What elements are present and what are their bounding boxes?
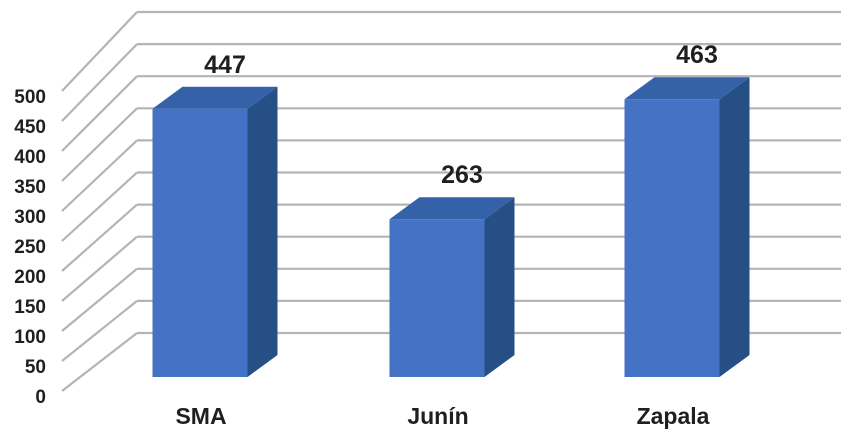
y-tick-label: 350 [14, 177, 46, 198]
y-tick-label: 300 [14, 207, 46, 228]
gridline-side [61, 43, 138, 122]
gridline-side [61, 11, 138, 92]
y-tick-label: 200 [14, 267, 46, 288]
gridline-side [61, 300, 138, 362]
bar-side [247, 86, 278, 378]
data-label: 263 [441, 161, 483, 189]
gridline-side [61, 235, 138, 302]
y-tick-label: 250 [14, 237, 46, 258]
gridline-side [61, 139, 138, 212]
category-label: Zapala [637, 403, 710, 429]
category-label: SMA [175, 403, 226, 429]
gridline-side [61, 267, 138, 332]
data-label: 447 [204, 51, 246, 79]
y-tick-label: 450 [14, 117, 46, 138]
bar [389, 197, 515, 377]
bar [624, 77, 750, 377]
gridline-side [61, 332, 138, 392]
bar-side [484, 197, 515, 377]
y-tick-label: 100 [14, 327, 46, 348]
category-label: Junín [407, 403, 468, 429]
bar-top [389, 197, 515, 220]
gridline-side [61, 171, 138, 242]
y-tick-label: 150 [14, 297, 46, 318]
y-tick-label: 0 [35, 387, 46, 408]
bar [152, 86, 278, 378]
gridline-side [61, 203, 138, 272]
bar-top [624, 77, 750, 100]
x-axis-categories: SMA Junín Zapala [175, 403, 709, 429]
bar-front [389, 219, 485, 377]
y-tick-label: 50 [25, 357, 46, 378]
y-tick-label: 400 [14, 147, 46, 168]
bar-top [152, 86, 278, 109]
bar-side [719, 77, 750, 377]
gridline-side [61, 75, 138, 152]
y-tick-label: 500 [14, 87, 46, 108]
y-axis-ticks: 0 50 100 150 200 250 300 350 400 450 500 [14, 87, 46, 408]
bars [152, 77, 750, 378]
data-labels: 447 263 463 [204, 41, 718, 189]
data-label: 463 [676, 41, 718, 69]
bar-front [624, 99, 720, 377]
bar-front [152, 108, 248, 378]
gridline-side [61, 107, 138, 182]
